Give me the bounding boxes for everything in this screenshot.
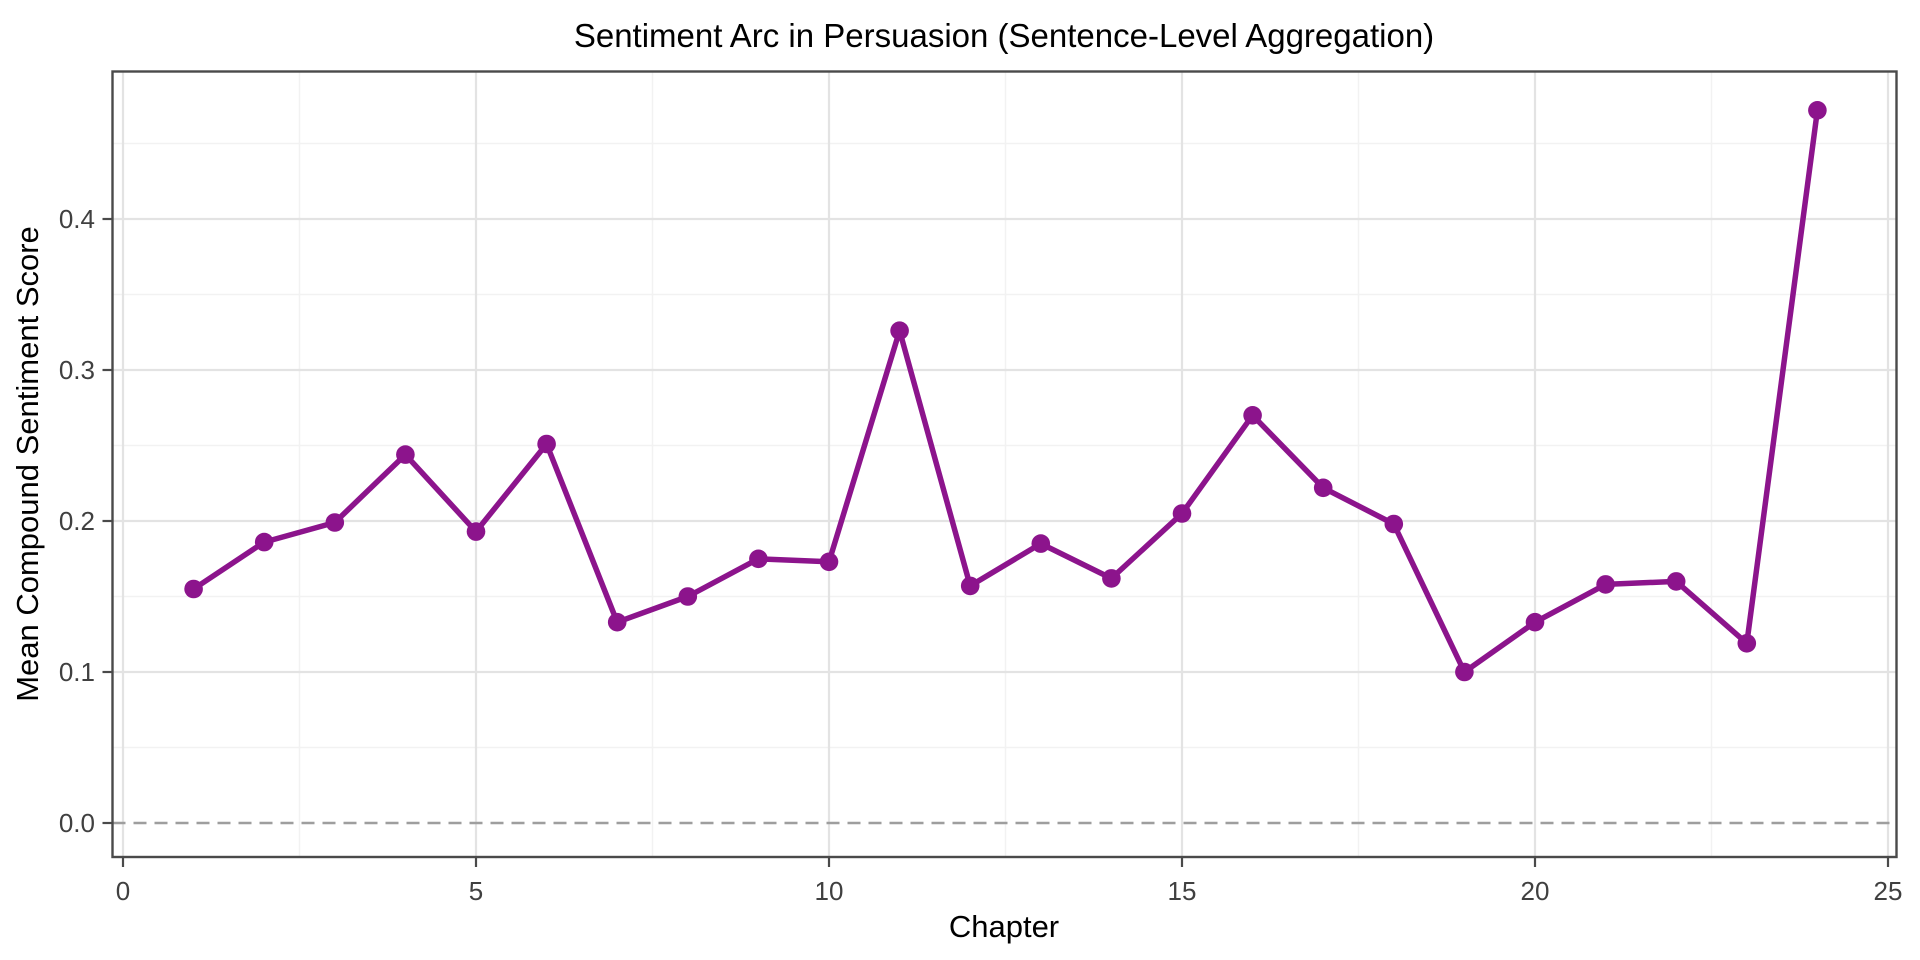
y-tick-label: 0.3 [59, 355, 95, 385]
data-point-marker [1313, 478, 1333, 498]
data-point-marker [1666, 572, 1686, 591]
data-point-marker [466, 522, 486, 541]
data-point-marker [607, 612, 627, 632]
data-point-marker [1172, 504, 1192, 523]
grid-major-lines [112, 71, 1897, 857]
data-point-marker [254, 532, 274, 552]
x-tick-label: 0 [116, 876, 130, 906]
y-tick-label: 0.1 [59, 657, 95, 687]
axis-tick-marks [102, 217, 1890, 867]
chart-title: Sentiment Arc in Persuasion (Sentence-Le… [574, 17, 1434, 54]
data-point-marker [890, 321, 909, 341]
panel-border [111, 70, 1898, 859]
data-point-marker [749, 549, 768, 569]
x-tick-label: 5 [469, 876, 483, 906]
data-point-marker [1243, 406, 1262, 425]
data-point-marker [1596, 575, 1615, 594]
data-point-marker [1384, 514, 1404, 534]
x-axis-tick-labels: 0 5 10 15 20 25 [116, 876, 1903, 906]
data-point-marker [1102, 569, 1121, 588]
y-axis-title: Mean Compound Sentiment Score [10, 226, 45, 702]
x-tick-label: 25 [1874, 876, 1903, 906]
data-point-marker [960, 576, 980, 596]
y-tick-label: 0.4 [59, 204, 95, 234]
grid-minor-lines [112, 71, 1897, 857]
y-axis-tick-labels: 0.0 0.1 0.2 0.3 0.4 [59, 204, 95, 838]
sentiment-line [190, 107, 1821, 675]
x-tick-label: 20 [1521, 876, 1550, 906]
y-tick-label: 0.0 [59, 808, 95, 838]
data-point-marker [1031, 534, 1051, 553]
data-point-marker [819, 552, 839, 572]
y-tick-label: 0.2 [59, 506, 95, 536]
data-point-marker [1808, 101, 1827, 120]
x-tick-label: 10 [815, 876, 844, 906]
data-point-marker [184, 579, 203, 599]
data-point-marker [1455, 662, 1474, 682]
data-point-marker [1737, 634, 1757, 653]
data-point-marker [1525, 612, 1545, 632]
data-point-marker [537, 434, 556, 454]
data-point-marker [678, 587, 698, 606]
x-axis-title: Chapter [949, 909, 1059, 944]
sentiment-markers [184, 101, 1827, 682]
x-tick-label: 15 [1168, 876, 1197, 906]
data-point-marker [325, 513, 345, 532]
data-point-marker [396, 445, 415, 464]
